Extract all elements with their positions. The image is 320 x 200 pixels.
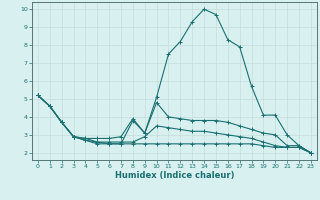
X-axis label: Humidex (Indice chaleur): Humidex (Indice chaleur) — [115, 171, 234, 180]
